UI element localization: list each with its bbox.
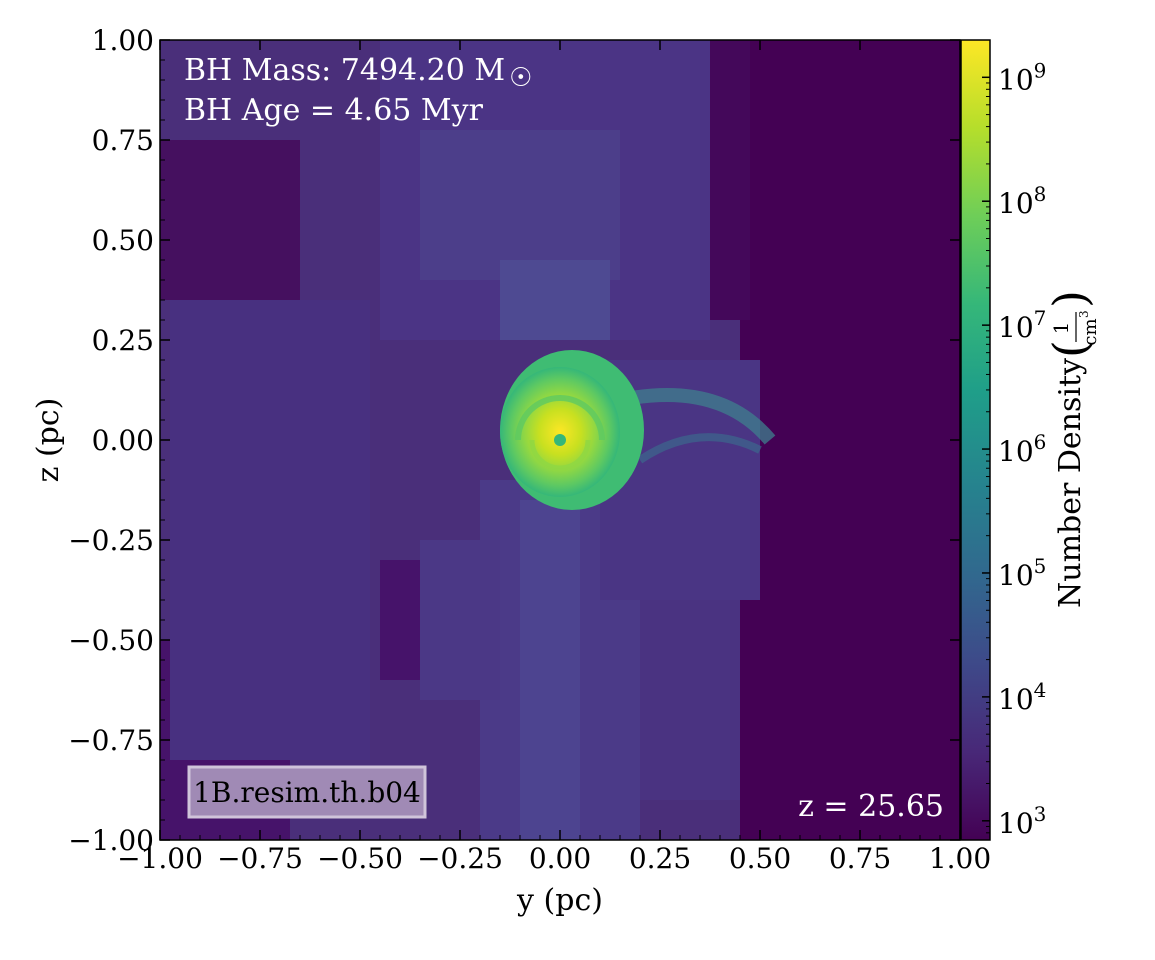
x-tick-label: −1.00 [117,842,203,875]
x-tick-label: 0.75 [829,842,891,875]
colorbar-paren-left: ( [1043,340,1097,358]
x-tick-label: −0.50 [317,842,403,875]
colorbar-tick-label: 103 [998,802,1046,840]
y-tick-label: 1.00 [92,24,154,57]
x-tick-label: −0.75 [217,842,303,875]
colorbar-ticks: 109 108 107 106 105 104 103 [982,39,1046,841]
y-tick-label: −1.00 [68,824,154,857]
bh-mass-label: BH Mass: 7494.20 M ☉ [184,53,532,93]
colorbar-tick-label: 106 [998,430,1046,468]
colorbar-tick-label: 108 [998,182,1046,220]
colorbar-paren-right: ) [1043,290,1097,308]
y-tick-label: 0.25 [92,324,154,357]
y-axis-label: z (pc) [31,398,66,483]
redshift-label: z = 25.65 [798,789,944,824]
colorbar: 109 108 107 106 105 104 103 Number Density ( 1… [960,39,1101,841]
colorbar-unit-denominator: cm [1080,318,1101,345]
x-tick-label: 0.25 [629,842,691,875]
colorbar-tick-label: 107 [998,306,1046,344]
x-tick-label: 0.00 [529,842,591,875]
density-field [160,40,960,840]
simulation-name-box: 1B.resim.th.b04 [187,765,427,819]
colorbar-label: Number Density ( 1 cm 3 ) [1043,290,1101,608]
y-tick-label: −0.25 [68,524,154,557]
colorbar-title: Number Density [1053,358,1088,608]
y-tick-label: −0.75 [68,724,154,757]
colorbar-tick-label: 105 [998,554,1046,592]
solar-symbol: ☉ [509,63,532,93]
y-tick-label: 0.75 [92,124,154,157]
bh-age-label: BH Age = 4.65 Myr [184,93,484,128]
colorbar-unit-exponent: 3 [1077,310,1091,318]
simulation-name: 1B.resim.th.b04 [193,776,421,809]
colorbar-unit-numerator: 1 [1049,322,1073,335]
bh-mass-value: BH Mass: 7494.20 M [184,53,505,88]
y-tick-label: −0.50 [68,624,154,657]
y-axis: 1.00 0.75 0.50 0.25 0.00 −0.25 −0.50 −0.75 −1.00 [68,24,960,857]
x-tick-label: −0.25 [417,842,503,875]
y-tick-label: 0.50 [92,224,154,257]
x-axis-label: y (pc) [516,883,603,918]
y-tick-label: 0.00 [92,424,154,457]
x-tick-label: 0.50 [729,842,791,875]
x-axis: −1.00 −0.75 −0.50 −0.25 0.00 0.25 0.50 0.75 1.00 [117,40,991,875]
colorbar-gradient [960,39,991,841]
colorbar-tick-label: 104 [998,678,1046,716]
colorbar-tick-label: 109 [998,58,1046,96]
x-tick-label: 1.00 [929,842,991,875]
